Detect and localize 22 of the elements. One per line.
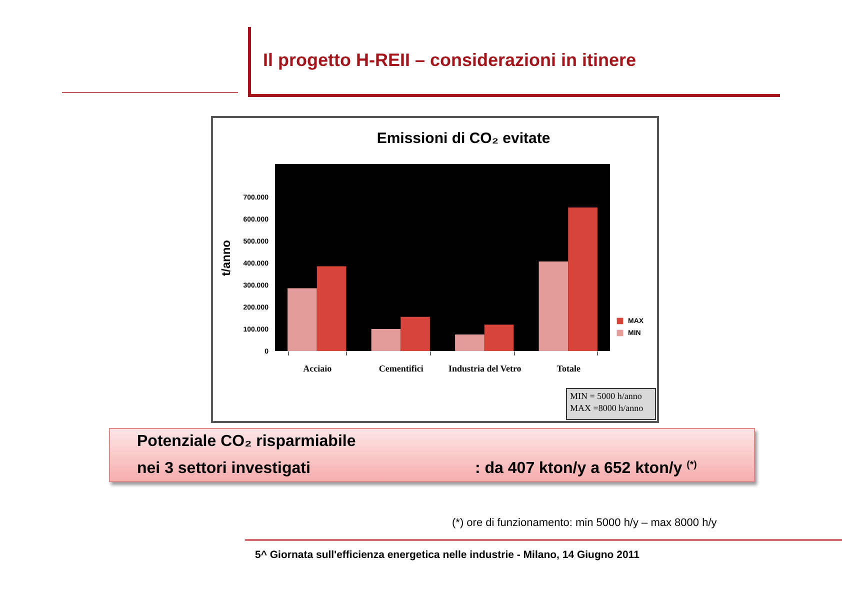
bar	[316, 266, 346, 351]
bar	[568, 208, 598, 351]
x-tick-label: Cementifici	[378, 364, 424, 374]
bar	[484, 324, 514, 351]
text: MIN = 5000 h/anno	[570, 391, 642, 401]
bar	[455, 334, 484, 351]
bar	[538, 261, 568, 351]
x-tick-label: Totale	[556, 364, 580, 374]
text: nei 3 settori investigati	[137, 460, 310, 478]
text: 5^ Giornata sull'efficienza energetica nelle industrie - Milano, 14 Giugno 2011	[255, 549, 640, 561]
bar	[400, 316, 430, 351]
text: MAX =8000 h/anno	[570, 403, 644, 413]
y-axis-title: t/anno	[219, 240, 234, 276]
text: (*) ore di funzionamento: min 5000 h/y – max 8000 h/y	[452, 517, 717, 529]
text: : da 407 kton/y a 652 kton/y $^{(*)}$	[475, 459, 697, 478]
bar	[288, 288, 317, 351]
bar	[371, 329, 401, 351]
text: Il progetto H-REII – considerazioni in itinere	[263, 50, 636, 71]
chart-title: Emissioni di CO₂ evitate	[376, 130, 550, 147]
x-tick-label: Acciaio	[303, 364, 332, 374]
text: Potenziale CO₂ risparmiabile	[137, 433, 356, 451]
x-tick-label: Industria del Vetro	[448, 364, 522, 374]
